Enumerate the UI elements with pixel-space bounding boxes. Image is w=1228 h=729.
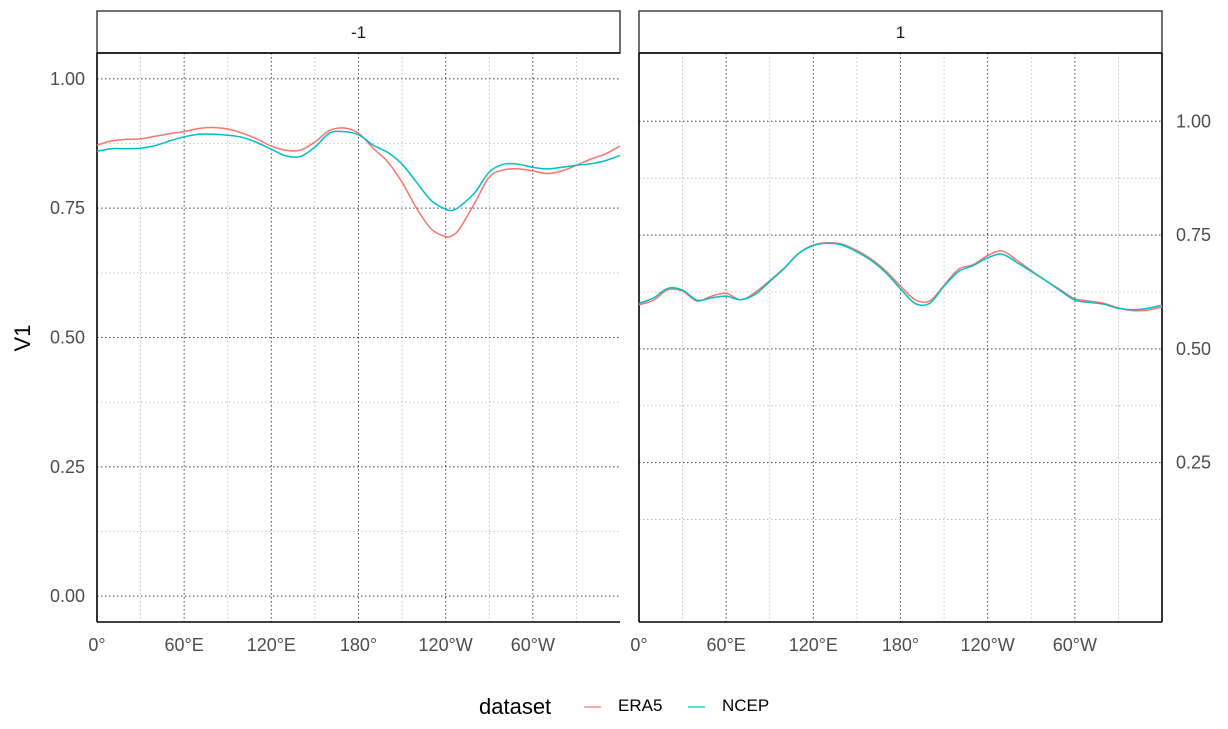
x-tick-label: 120°W [961,635,1015,655]
y-tick-label: 0.25 [1176,453,1211,473]
series-line-ncep [638,242,1163,311]
x-tick-label: 60°E [165,635,204,655]
legend: dataset ERA5 NCEP [479,694,769,719]
facet-strip-label: -1 [351,23,366,42]
panel-right: 1 0° 60°E 120°E 180° 120°W 60°W 0.25 0.50 0.75 1.0… [630,10,1211,655]
panel-left: -1 0° 60°E 120°E 180° 120°W 60°W 0.00 0.25 0.50 0.… [50,10,621,655]
y-tick-label: 1.00 [50,69,85,89]
y-tick-label: 0.00 [50,586,85,606]
series-line-era5 [638,242,1163,312]
facet-strip [96,10,621,54]
x-tick-label: 60°E [707,635,746,655]
y-tick-label: 0.25 [50,457,85,477]
x-tick-label: 120°E [247,635,296,655]
x-tick-label: 180° [882,635,919,655]
y-tick-label: 0.50 [1176,339,1211,359]
x-tick-label: 60°W [1053,635,1097,655]
x-tick-label: 120°W [419,635,473,655]
legend-title: dataset [479,694,551,719]
y-tick-label: 0.75 [50,198,85,218]
facet-strip [638,10,1163,54]
legend-label-ncep: NCEP [722,696,769,715]
x-tick-label: 60°W [511,635,555,655]
y-tick-label: 0.75 [1176,225,1211,245]
series-line-ncep [96,130,621,212]
legend-label-era5: ERA5 [618,696,662,715]
x-tick-label: 0° [630,635,647,655]
facet-strip-label: 1 [896,23,905,42]
y-axis-label: V1 [10,325,35,352]
x-tick-label: 0° [88,635,105,655]
y-tick-label: 1.00 [1176,111,1211,131]
y-tick-label: 0.50 [50,328,85,348]
x-tick-label: 120°E [789,635,838,655]
x-tick-label: 180° [340,635,377,655]
